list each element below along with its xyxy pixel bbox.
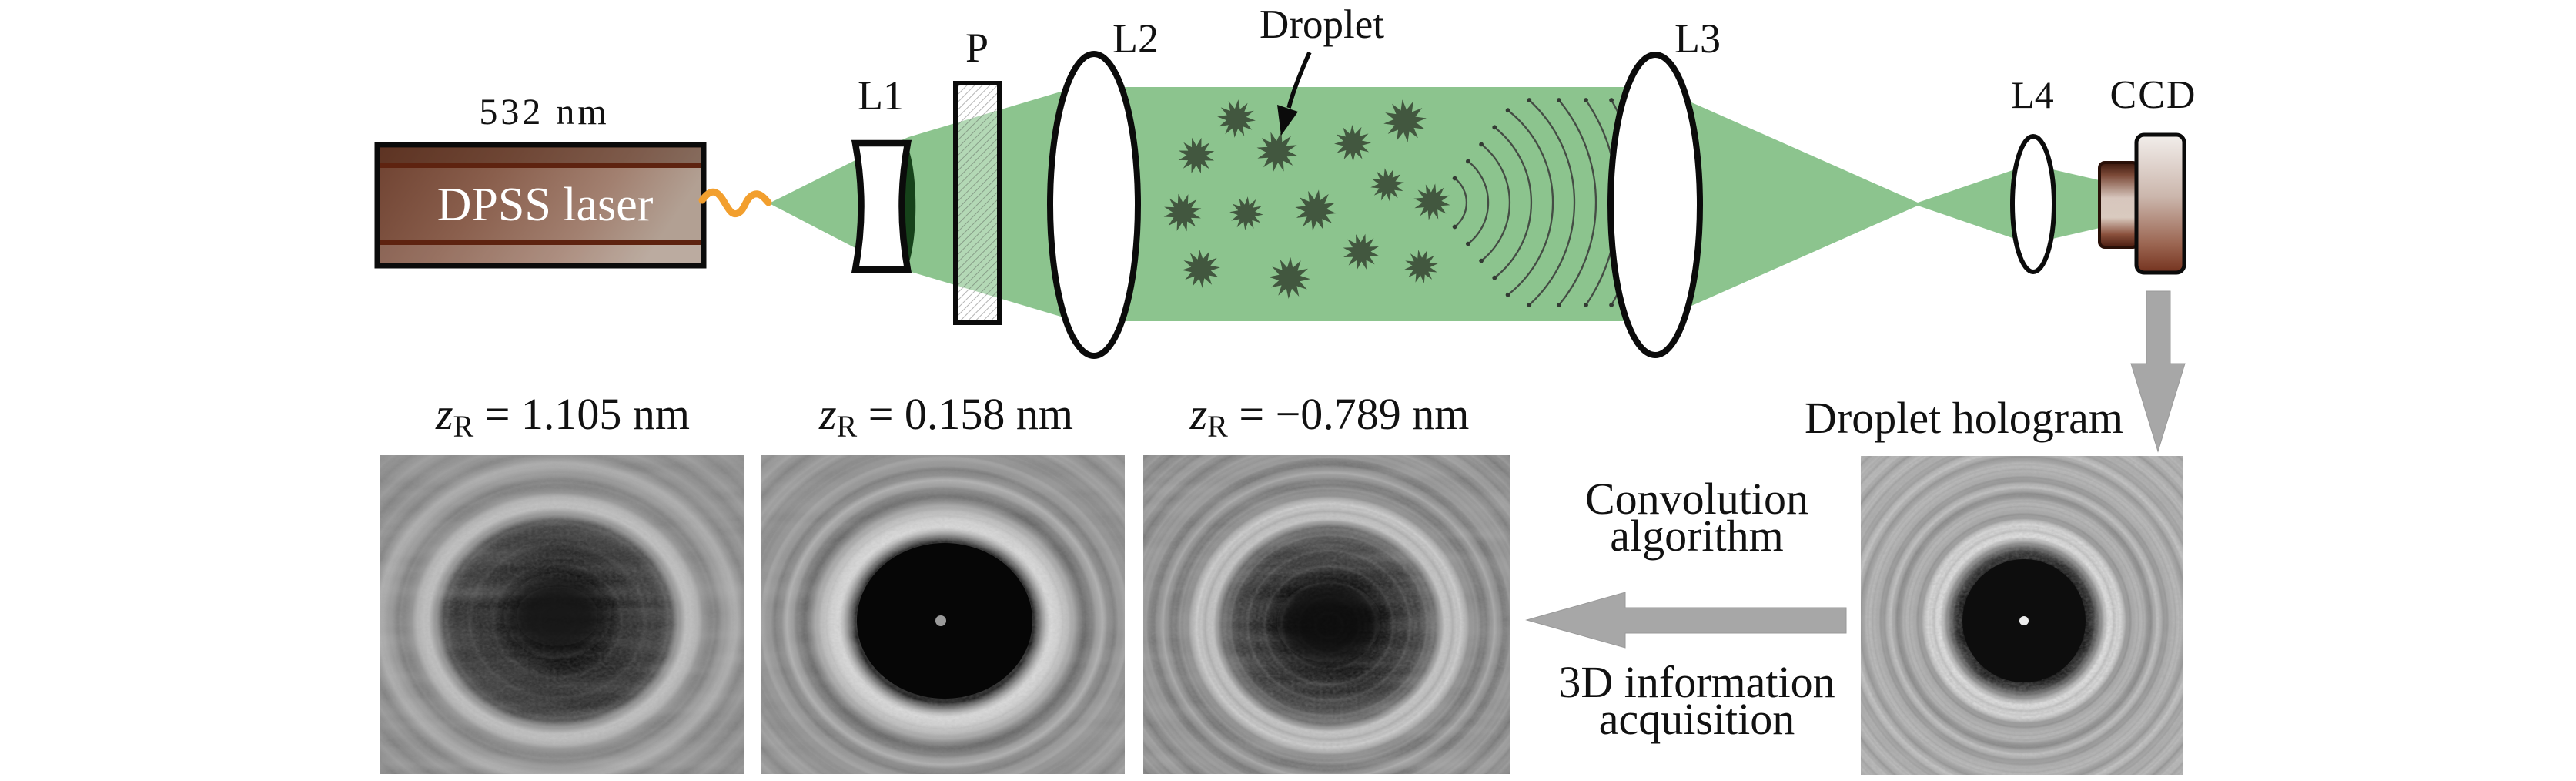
svg-text:P: P bbox=[965, 25, 989, 71]
svg-text:L1: L1 bbox=[858, 72, 904, 119]
svg-text:DPSS laser: DPSS laser bbox=[437, 179, 654, 231]
svg-text:Droplet: Droplet bbox=[1260, 2, 1384, 47]
svg-text:zR = 1.105 nm: zR = 1.105 nm bbox=[435, 389, 690, 444]
svg-text:algorithm: algorithm bbox=[1610, 511, 1784, 561]
svg-text:L4: L4 bbox=[2011, 73, 2054, 116]
svg-text:L2: L2 bbox=[1112, 15, 1159, 62]
svg-text:acquisition: acquisition bbox=[1599, 694, 1795, 744]
svg-text:Convolution: Convolution bbox=[1585, 474, 1808, 524]
svg-text:3D information: 3D information bbox=[1558, 657, 1835, 707]
svg-text:zR = −0.789 nm: zR = −0.789 nm bbox=[1189, 389, 1470, 444]
svg-text:L3: L3 bbox=[1674, 15, 1721, 62]
svg-text:CCD: CCD bbox=[2110, 73, 2197, 117]
svg-text:Droplet hologram: Droplet hologram bbox=[1805, 393, 2123, 443]
svg-text:zR = 0.158 nm: zR = 0.158 nm bbox=[818, 389, 1073, 444]
svg-text:532 nm: 532 nm bbox=[479, 92, 609, 132]
